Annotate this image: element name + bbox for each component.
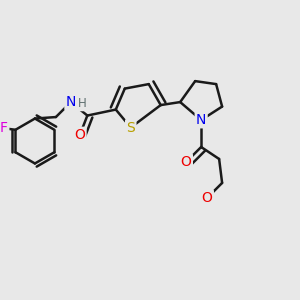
Text: S: S bbox=[126, 121, 135, 134]
Text: O: O bbox=[181, 155, 192, 169]
Text: N: N bbox=[66, 95, 76, 109]
Text: O: O bbox=[202, 191, 213, 205]
Text: F: F bbox=[0, 121, 8, 135]
Text: N: N bbox=[196, 113, 206, 127]
Text: O: O bbox=[74, 128, 85, 142]
Text: H: H bbox=[78, 97, 87, 110]
